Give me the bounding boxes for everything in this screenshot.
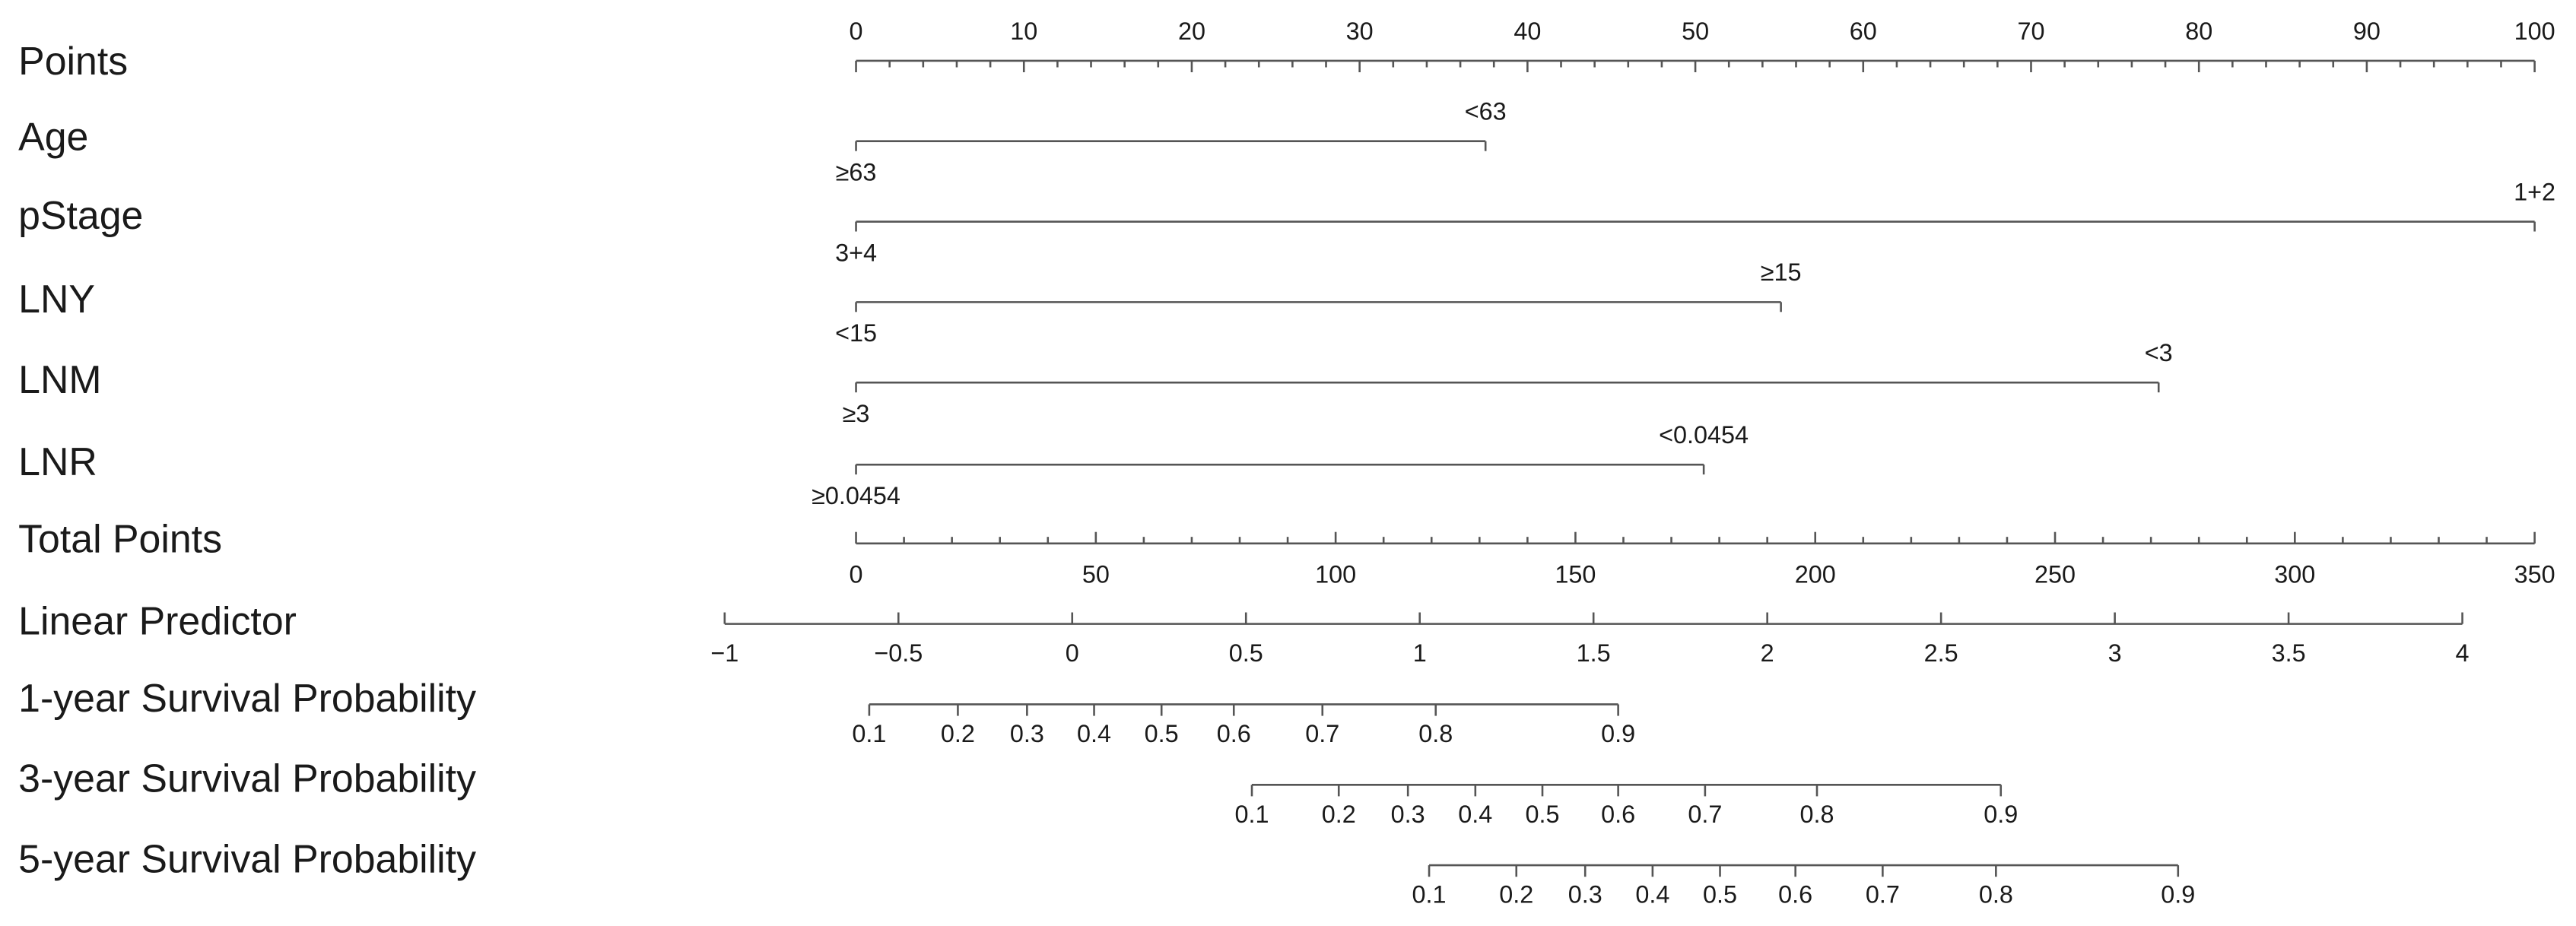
tick-label: 0 xyxy=(850,561,863,588)
tick-label: 80 xyxy=(2185,17,2212,45)
tick-label: 0.8 xyxy=(1418,720,1453,747)
tick-label: 0.4 xyxy=(1077,720,1111,747)
row-label: Points xyxy=(18,39,128,83)
level-label: ≥3 xyxy=(843,400,870,427)
tick-label: 50 xyxy=(1082,561,1110,588)
tick-label: 0 xyxy=(1066,639,1079,667)
row-label: Linear Predictor xyxy=(18,598,297,642)
tick-label: 0.2 xyxy=(1322,801,1356,828)
tick-label: 0.2 xyxy=(1499,881,1533,909)
tick-label: 0.6 xyxy=(1601,801,1635,828)
tick-label: 0.1 xyxy=(852,720,886,747)
tick-label: 0.1 xyxy=(1412,881,1447,909)
tick-label: 3.5 xyxy=(2272,639,2306,667)
level-label: ≥15 xyxy=(1761,258,1802,286)
tick-label: 50 xyxy=(1682,17,1709,45)
tick-label: 150 xyxy=(1555,561,1596,588)
tick-label: −0.5 xyxy=(874,639,923,667)
level-label: <15 xyxy=(835,319,877,347)
tick-label: 70 xyxy=(2017,17,2044,45)
tick-label: 0.5 xyxy=(1703,881,1737,909)
tick-label: 0.9 xyxy=(2161,881,2195,909)
tick-label: 0.2 xyxy=(941,720,975,747)
tick-label: 60 xyxy=(1850,17,1877,45)
tick-label: 4 xyxy=(2456,639,2470,667)
row-label: Age xyxy=(18,114,88,158)
tick-label: 300 xyxy=(2274,561,2315,588)
level-label: <0.0454 xyxy=(1659,421,1749,449)
tick-label: 200 xyxy=(1795,561,1836,588)
tick-label: 100 xyxy=(1315,561,1356,588)
tick-label: 0.3 xyxy=(1391,801,1425,828)
tick-label: 0.7 xyxy=(1866,881,1900,909)
tick-label: 0.6 xyxy=(1217,720,1251,747)
tick-label: 1 xyxy=(1413,639,1427,667)
tick-label: −1 xyxy=(710,639,738,667)
tick-label: 0.6 xyxy=(1778,881,1812,909)
level-label: 1+2 xyxy=(2514,178,2555,205)
row-label: 5-year Survival Probability xyxy=(18,836,476,880)
row-label: Total Points xyxy=(18,516,222,560)
row-label: LNY xyxy=(18,277,95,321)
tick-label: 0.5 xyxy=(1229,639,1263,667)
tick-label: 350 xyxy=(2514,561,2555,588)
tick-label: 0.8 xyxy=(1800,801,1834,828)
level-label: 3+4 xyxy=(835,239,877,266)
tick-label: 0.9 xyxy=(1984,801,2018,828)
row-label: 3-year Survival Probability xyxy=(18,756,476,801)
tick-label: 0.4 xyxy=(1458,801,1492,828)
tick-label: 2 xyxy=(1761,639,1774,667)
row-label: pStage xyxy=(18,193,143,237)
tick-label: 10 xyxy=(1010,17,1037,45)
tick-label: 0.7 xyxy=(1688,801,1722,828)
level-label: ≥0.0454 xyxy=(812,482,900,509)
tick-label: 0.4 xyxy=(1635,881,1669,909)
level-label: <3 xyxy=(2145,339,2173,366)
tick-label: 20 xyxy=(1178,17,1205,45)
tick-label: 100 xyxy=(2514,17,2555,45)
tick-label: 90 xyxy=(2353,17,2381,45)
level-label: ≥63 xyxy=(836,158,877,186)
tick-label: 0.5 xyxy=(1145,720,1179,747)
row-label: LNM xyxy=(18,357,101,401)
tick-label: 250 xyxy=(2034,561,2076,588)
level-label: <63 xyxy=(1465,98,1507,125)
tick-label: 0.7 xyxy=(1305,720,1339,747)
tick-label: 0.9 xyxy=(1601,720,1635,747)
tick-label: 0 xyxy=(850,17,863,45)
tick-label: 0.3 xyxy=(1010,720,1044,747)
tick-label: 3 xyxy=(2108,639,2122,667)
tick-label: 0.8 xyxy=(1979,881,2013,909)
tick-label: 0.5 xyxy=(1526,801,1560,828)
tick-label: 2.5 xyxy=(1924,639,1958,667)
tick-label: 0.3 xyxy=(1568,881,1602,909)
tick-label: 0.1 xyxy=(1234,801,1269,828)
row-label: 1-year Survival Probability xyxy=(18,676,476,720)
tick-label: 40 xyxy=(1514,17,1541,45)
tick-label: 1.5 xyxy=(1577,639,1611,667)
tick-label: 30 xyxy=(1346,17,1374,45)
row-label: LNR xyxy=(18,439,97,484)
